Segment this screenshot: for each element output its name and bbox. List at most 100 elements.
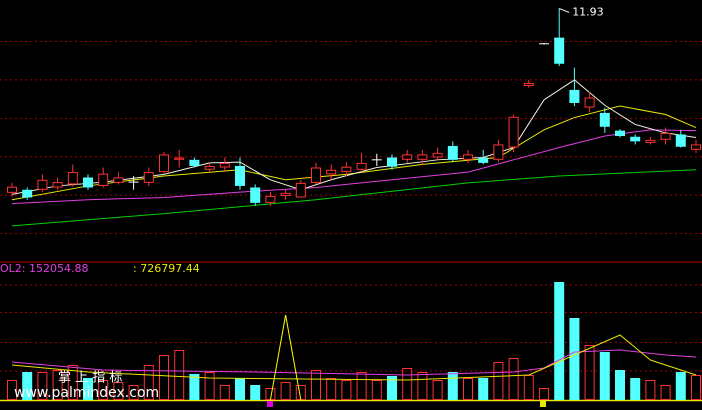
volume-bar — [235, 378, 245, 400]
volume-bar — [22, 372, 33, 400]
volume-bar — [599, 352, 610, 400]
volume-bar — [417, 372, 428, 400]
candle-body — [265, 195, 276, 203]
volume-bar — [98, 380, 109, 400]
volume-bar — [478, 378, 489, 400]
line-series — [269, 314, 302, 401]
volume-bar — [371, 380, 382, 400]
volume-bar — [463, 378, 473, 400]
volume-bar — [37, 372, 48, 400]
candle-body — [341, 166, 352, 173]
volume-bar — [569, 318, 580, 400]
volume-bar — [174, 350, 185, 400]
candle-body — [675, 134, 686, 147]
candle-body — [599, 112, 610, 127]
candle-body — [189, 159, 200, 166]
volume-bar — [189, 374, 200, 400]
candle-body — [326, 169, 337, 175]
candle-body — [356, 162, 367, 170]
marker — [267, 401, 273, 407]
volume-bar — [204, 372, 215, 400]
candle-body — [22, 189, 33, 198]
volume-bar — [675, 372, 686, 400]
candle-body — [174, 157, 185, 160]
volume-bar — [584, 345, 595, 400]
volume-bar — [660, 385, 671, 400]
volume-bar — [341, 380, 352, 400]
volume-bar — [539, 388, 549, 400]
line-series — [11, 334, 697, 381]
volume-bar — [508, 358, 519, 400]
candle-body — [311, 167, 321, 183]
volume-bar — [691, 375, 701, 400]
line-series — [11, 349, 697, 376]
volume-label: : 726797.44 — [133, 262, 200, 275]
candle-body — [584, 97, 595, 108]
volume-bar — [113, 382, 124, 400]
volume-bar — [432, 380, 443, 400]
candle-body — [143, 172, 154, 183]
line-series — [11, 129, 697, 205]
volume-bar — [143, 365, 154, 400]
candle-body — [463, 154, 473, 160]
annotation: 11.93 — [572, 5, 604, 18]
volume-bar — [52, 370, 63, 400]
candle-body — [219, 162, 230, 168]
line-series — [11, 169, 697, 227]
volume-panel — [7, 282, 701, 401]
candle-body — [98, 173, 109, 186]
candle-body — [478, 157, 489, 163]
volume-bar — [7, 380, 17, 400]
volume-bar — [67, 365, 78, 400]
volume-bar — [554, 282, 565, 400]
candle-body — [37, 179, 48, 190]
volume-label: OL2: 152054.88 — [0, 262, 88, 275]
volume-bar — [447, 372, 458, 400]
annotation-leader — [559, 7, 570, 13]
candle-body — [280, 192, 291, 196]
candle-body — [52, 182, 63, 188]
volume-bar — [615, 370, 625, 400]
volume-bar — [250, 385, 261, 400]
candle-body — [159, 154, 169, 173]
candle-body — [204, 165, 215, 170]
watermark-url: www.palmindex.com — [14, 385, 159, 401]
marker — [540, 401, 546, 407]
candle-body — [7, 186, 17, 193]
candle-body — [402, 154, 413, 160]
volume-bar — [630, 378, 641, 400]
candle-body — [493, 144, 504, 160]
volume-bar — [159, 355, 169, 400]
candle-body — [387, 157, 397, 167]
candle-body — [645, 139, 656, 143]
candle-body — [113, 177, 124, 183]
price-panel: 11.93 — [7, 5, 701, 227]
volume-bar — [280, 382, 291, 400]
candle-body — [569, 89, 580, 103]
candle-body — [235, 165, 245, 186]
volume-bar — [219, 385, 230, 400]
volume-bar — [311, 370, 321, 400]
watermark-title: 掌 上 指 标 — [58, 371, 122, 386]
volume-bar — [356, 372, 367, 400]
volume-bar — [83, 378, 93, 400]
candle-body — [295, 182, 306, 198]
grid — [0, 40, 702, 372]
volume-bar — [645, 380, 656, 400]
candle-body — [417, 154, 428, 160]
volume-bar — [402, 368, 413, 400]
volume-bar — [493, 362, 504, 400]
candle-body — [523, 82, 534, 87]
candle-body — [447, 145, 458, 160]
volume-bar — [326, 378, 337, 400]
candle-body — [83, 177, 93, 188]
candle-body — [615, 130, 625, 136]
candle-body — [660, 132, 671, 140]
candle-body — [554, 37, 565, 64]
line-series — [11, 79, 697, 195]
candle-body — [508, 116, 519, 148]
volume-bar — [128, 385, 139, 400]
candle-body — [250, 187, 261, 203]
